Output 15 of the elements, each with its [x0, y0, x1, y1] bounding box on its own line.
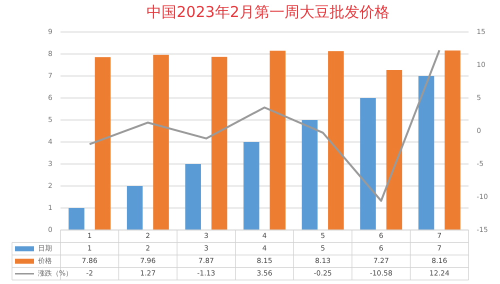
bar [386, 70, 402, 230]
bar [360, 98, 376, 230]
bar [444, 50, 460, 230]
bar [418, 76, 434, 230]
bar [68, 208, 84, 230]
bar [126, 186, 143, 230]
bar [328, 51, 344, 230]
bar [94, 57, 111, 230]
bar [244, 142, 260, 230]
chart-title: 中国2023年2月第一周大豆批发价格 [146, 2, 390, 21]
bar [211, 56, 228, 230]
bar [270, 50, 286, 230]
bar [302, 120, 318, 230]
bar [153, 54, 169, 230]
bar [185, 164, 201, 230]
